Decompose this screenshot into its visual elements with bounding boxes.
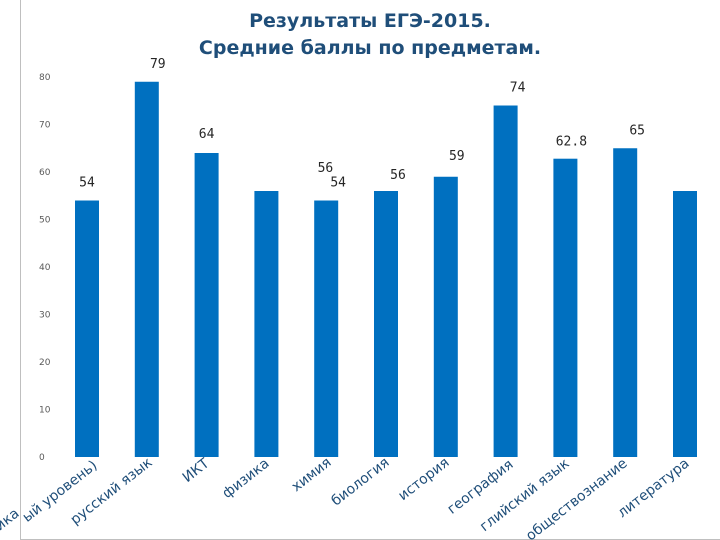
y-tick-label: 20 <box>39 358 51 368</box>
y-tick-label: 30 <box>39 311 51 321</box>
bar-1 <box>75 200 99 457</box>
x-tick-label: тика <box>0 506 22 540</box>
bar-7 <box>433 176 458 457</box>
data-label-10: 65 <box>629 123 645 138</box>
bar-11 <box>673 191 697 457</box>
data-label-7: 59 <box>449 149 465 164</box>
data-label-8: 74 <box>510 81 526 96</box>
x-tick-label: ИКТ <box>180 455 213 486</box>
chart-subtitle: Средние баллы по предметам. <box>198 37 542 59</box>
y-tick-label: 40 <box>39 263 51 273</box>
data-label-4: 56 <box>318 161 334 176</box>
data-label-1: 54 <box>79 176 95 191</box>
y-tick-label: 0 <box>39 453 45 463</box>
y-tick-label: 60 <box>39 168 51 178</box>
bar-6 <box>374 191 398 457</box>
x-tick-label: физика <box>220 456 273 502</box>
bar-4 <box>254 191 279 457</box>
data-label-3: 64 <box>199 127 215 142</box>
bar-2 <box>134 81 159 457</box>
data-label-6: 56 <box>390 168 406 183</box>
bar-9 <box>553 158 578 457</box>
bar-5 <box>314 200 339 457</box>
x-tick-label: обществознание <box>523 456 630 540</box>
data-label-2: 79 <box>150 57 166 72</box>
y-tick-label: 80 <box>39 73 51 83</box>
bar-10 <box>613 148 638 457</box>
y-tick-label: 70 <box>39 121 51 131</box>
chart-title: Результаты ЕГЭ-2015. <box>249 10 491 32</box>
y-tick-label: 10 <box>39 406 51 416</box>
data-label-5: 54 <box>330 176 346 191</box>
y-tick-label: 50 <box>39 216 51 226</box>
bar-8 <box>493 105 518 457</box>
x-tick-label: химия <box>289 455 335 496</box>
x-tick-label: история <box>395 455 452 505</box>
bar-3 <box>194 153 219 457</box>
data-label-9: 62.8 <box>556 135 587 150</box>
x-tick-label: биология <box>328 455 392 510</box>
chart-title-block: Результаты ЕГЭ-2015. Средние баллы по пр… <box>150 8 590 62</box>
